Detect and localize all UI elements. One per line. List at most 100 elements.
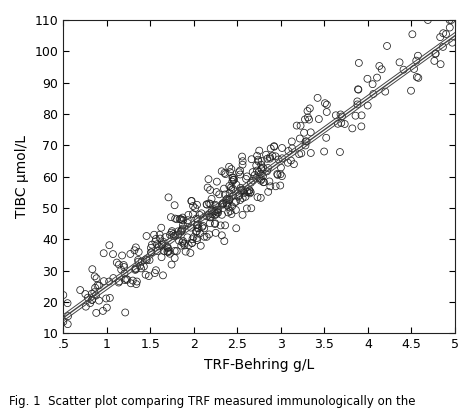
Point bbox=[253, 175, 260, 181]
Point bbox=[178, 227, 185, 234]
Point bbox=[304, 114, 312, 121]
Point bbox=[373, 74, 381, 81]
Point bbox=[304, 108, 311, 114]
Point bbox=[174, 232, 182, 238]
Point bbox=[129, 277, 137, 284]
Point bbox=[172, 232, 179, 239]
Point bbox=[257, 176, 265, 183]
Point bbox=[179, 222, 187, 228]
Point bbox=[103, 304, 110, 311]
Point bbox=[228, 211, 235, 218]
Point bbox=[179, 214, 186, 221]
Point bbox=[184, 217, 191, 223]
Point bbox=[226, 183, 233, 189]
Point bbox=[228, 187, 235, 193]
Point bbox=[166, 250, 173, 257]
Point bbox=[218, 168, 226, 175]
Point bbox=[94, 282, 101, 288]
Point bbox=[230, 176, 238, 183]
Point bbox=[207, 201, 214, 207]
Point bbox=[277, 164, 285, 171]
Point bbox=[100, 250, 108, 257]
Point bbox=[253, 167, 261, 174]
Point bbox=[259, 164, 267, 171]
Point bbox=[212, 208, 219, 214]
Point bbox=[64, 313, 72, 319]
Point bbox=[150, 232, 158, 238]
Point bbox=[146, 257, 154, 263]
Point bbox=[446, 24, 454, 31]
Point bbox=[163, 243, 171, 250]
Point bbox=[171, 202, 178, 208]
Point bbox=[226, 195, 233, 202]
Point bbox=[240, 190, 248, 196]
Point bbox=[243, 205, 251, 212]
Point bbox=[290, 161, 298, 167]
Point bbox=[188, 198, 195, 204]
Point bbox=[132, 265, 139, 272]
Point bbox=[237, 185, 245, 191]
Point bbox=[147, 245, 155, 251]
Point bbox=[288, 138, 296, 145]
Point bbox=[375, 63, 383, 69]
Point bbox=[187, 250, 194, 256]
Point bbox=[257, 177, 264, 184]
Point bbox=[275, 156, 283, 163]
Point bbox=[255, 158, 262, 165]
Point bbox=[203, 234, 210, 240]
Point bbox=[219, 201, 226, 208]
Point bbox=[143, 257, 151, 263]
Point bbox=[307, 129, 315, 136]
Point bbox=[164, 194, 172, 201]
Point bbox=[164, 244, 172, 250]
Point bbox=[213, 178, 221, 185]
Point bbox=[323, 101, 331, 108]
Point bbox=[127, 250, 134, 257]
Point bbox=[64, 300, 71, 307]
Point bbox=[148, 249, 155, 255]
Point bbox=[352, 112, 359, 119]
Point bbox=[191, 205, 199, 211]
Point bbox=[315, 116, 323, 122]
Point bbox=[270, 143, 278, 150]
Point bbox=[189, 211, 197, 218]
Point bbox=[193, 228, 201, 235]
Point bbox=[194, 216, 201, 223]
Point bbox=[175, 237, 183, 244]
Point bbox=[253, 162, 260, 169]
Point bbox=[208, 207, 216, 214]
Point bbox=[201, 225, 208, 232]
Point bbox=[272, 153, 279, 159]
Point bbox=[243, 188, 251, 195]
Point bbox=[177, 216, 184, 222]
Point bbox=[170, 233, 178, 239]
Point bbox=[224, 209, 232, 216]
Point bbox=[254, 194, 261, 200]
Point bbox=[153, 241, 161, 248]
Point bbox=[228, 174, 236, 181]
Point bbox=[255, 175, 263, 182]
Point bbox=[264, 189, 272, 195]
Point bbox=[437, 61, 445, 68]
Point bbox=[400, 66, 407, 73]
Point bbox=[99, 308, 107, 314]
Point bbox=[415, 75, 422, 81]
Y-axis label: TIBC μmol/L: TIBC μmol/L bbox=[15, 135, 29, 218]
Point bbox=[239, 158, 246, 164]
Point bbox=[257, 162, 265, 168]
Point bbox=[199, 222, 207, 229]
Point bbox=[193, 201, 201, 208]
Point bbox=[170, 231, 177, 237]
Point bbox=[337, 111, 345, 118]
Point bbox=[226, 190, 233, 197]
Point bbox=[122, 276, 130, 282]
Point bbox=[293, 122, 301, 129]
Point bbox=[143, 233, 150, 239]
Point bbox=[223, 202, 231, 208]
Point bbox=[205, 176, 212, 183]
Point bbox=[211, 201, 219, 208]
Point bbox=[354, 98, 361, 105]
Point bbox=[255, 147, 263, 154]
Point bbox=[135, 249, 143, 255]
Point bbox=[447, 17, 455, 23]
